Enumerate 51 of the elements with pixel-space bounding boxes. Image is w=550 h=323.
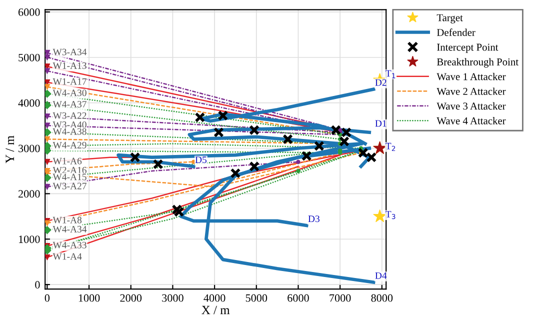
annotation: W4-A37	[52, 100, 86, 108]
annotation: W4-A29	[52, 142, 86, 148]
annotation: W1-A17	[52, 78, 86, 85]
annotation: T$_{2}$	[386, 142, 396, 151]
x-tick-label: 0	[44, 294, 50, 302]
annotation: W4-A38	[52, 128, 86, 135]
x-tick-label: 6000	[288, 294, 309, 302]
legend-label: Wave 2 Attacker	[436, 88, 506, 95]
y-tick-label: 1000	[18, 236, 40, 244]
annotation: W4-A34	[52, 226, 87, 233]
y-tick-label: 6000	[18, 8, 40, 16]
x-tick-label: 4000	[204, 294, 226, 302]
annotation: W1-A13	[52, 62, 86, 69]
x-tick-label: 7000	[330, 294, 351, 302]
legend-label: Wave 4 Attacker	[436, 117, 506, 124]
annotation: D1	[375, 120, 386, 127]
y-tick-label: 0	[35, 281, 40, 289]
y-axis-title: Y / m	[6, 136, 14, 164]
annotation: W3-A22	[52, 112, 86, 119]
annotation: W1-A4	[52, 253, 82, 260]
annotation: D2	[375, 79, 386, 86]
y-tick-label: 4000	[18, 99, 40, 107]
annotation: T$_{1}$	[386, 70, 396, 78]
annotation: W4-A33	[52, 242, 86, 248]
annotation: W4-A30	[52, 90, 86, 96]
annotation: D4	[375, 272, 387, 279]
legend-label: Wave 3 Attacker	[436, 102, 506, 110]
annotation: W4-A15	[52, 174, 86, 180]
legend-label: Intercept Point	[437, 44, 498, 53]
x-tick-label: 1000	[78, 294, 100, 302]
legend-label: Wave 1 Attacker	[436, 72, 506, 80]
x-tick-label: 8000	[371, 294, 393, 302]
annotation: D5	[195, 156, 207, 164]
x-tick-label: 5000	[246, 294, 268, 302]
legend-label: Defender	[436, 28, 476, 36]
annotation: T$_{3}$	[386, 211, 396, 220]
y-tick-label: 5000	[18, 54, 40, 62]
annotation: W3-A27	[52, 182, 86, 190]
legend-label: Target	[436, 14, 463, 24]
y-tick-label: 2000	[18, 190, 40, 198]
legend-label: Breakthrough Point	[436, 58, 518, 68]
annotation: W2-A16	[52, 166, 86, 174]
annotation: W3-A40	[52, 121, 86, 128]
annotation: D3	[308, 216, 320, 222]
y-tick-label: 3000	[18, 144, 40, 152]
x-tick-label: 2000	[120, 294, 142, 302]
annotation: W3-A34	[52, 48, 87, 56]
annotation: W1-A6	[52, 158, 82, 164]
annotation: W1-A8	[52, 216, 82, 224]
x-axis-title: X / m	[202, 306, 230, 314]
x-tick-label: 3000	[162, 294, 184, 302]
